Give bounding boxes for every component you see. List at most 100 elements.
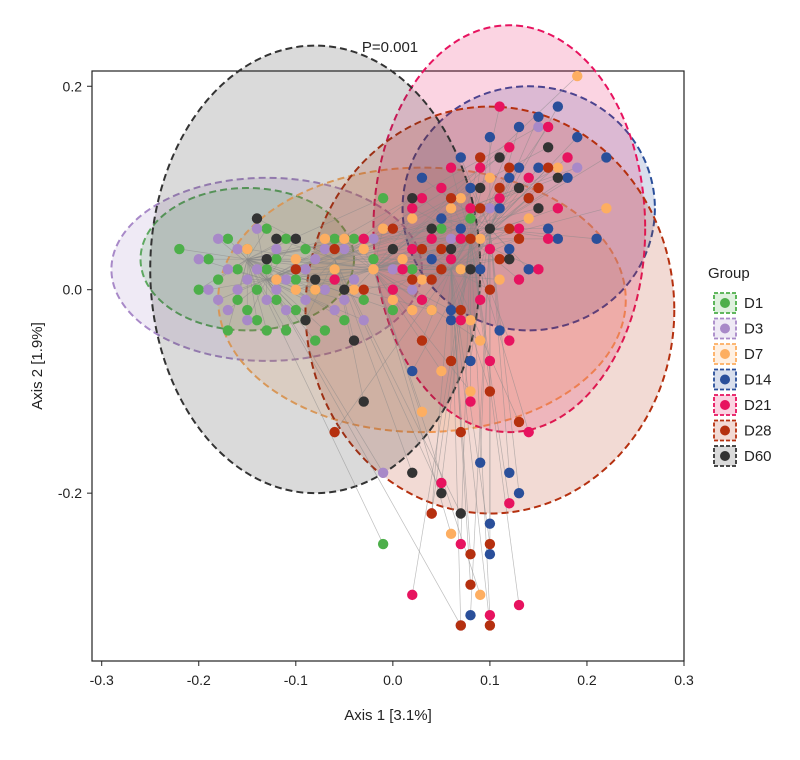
point-d7 <box>242 243 253 255</box>
point-d21 <box>523 426 534 438</box>
point-d21 <box>504 335 515 346</box>
point-d28 <box>426 508 437 519</box>
point-d28 <box>387 223 399 234</box>
point-d21 <box>465 203 476 214</box>
centroid-line-d21 <box>470 238 539 270</box>
centroid-line-d1 <box>198 258 248 291</box>
point-d21 <box>513 599 525 611</box>
point-d28 <box>329 426 340 438</box>
centroid-line-d60 <box>334 259 413 473</box>
point-d7 <box>445 528 457 540</box>
centroid-line-d21 <box>402 238 471 270</box>
point-d3 <box>212 294 224 306</box>
point-d28 <box>484 620 496 631</box>
centroid-line-d14 <box>489 228 520 494</box>
point-d21 <box>407 243 418 255</box>
centroid-line-d60 <box>334 259 462 514</box>
point-d14 <box>494 325 505 336</box>
point-d1 <box>193 284 204 295</box>
x-tick-label: 0.3 <box>674 672 694 688</box>
point-d1 <box>358 294 369 306</box>
point-d3 <box>572 162 583 173</box>
point-d21 <box>407 589 418 601</box>
centroid-line-d7 <box>373 269 481 341</box>
point-d28 <box>445 355 457 367</box>
point-d1 <box>348 233 360 245</box>
point-d1 <box>203 253 214 265</box>
x-tick-label: 0.2 <box>577 672 597 688</box>
point-d1 <box>319 325 331 336</box>
point-d14 <box>474 264 486 275</box>
legend-marker-d60 <box>720 451 730 461</box>
point-d60 <box>426 223 437 234</box>
point-d28 <box>484 538 496 550</box>
point-d1 <box>271 253 282 265</box>
legend-label-d60: D60 <box>744 448 772 465</box>
point-d60 <box>271 233 282 245</box>
point-d21 <box>445 162 457 173</box>
point-d60 <box>339 284 350 295</box>
centroid-line-d21 <box>470 167 481 239</box>
point-d7 <box>445 203 457 214</box>
point-d14 <box>513 487 525 499</box>
point-d28 <box>426 274 437 285</box>
point-d7 <box>455 192 466 204</box>
point-d1 <box>261 223 272 234</box>
point-d60 <box>455 508 466 519</box>
point-d7 <box>407 213 418 224</box>
point-d28 <box>465 579 476 590</box>
legend-label-d14: D14 <box>744 372 772 389</box>
point-d7 <box>271 274 282 285</box>
point-d14 <box>552 233 564 245</box>
point-d28 <box>416 335 428 346</box>
point-d14 <box>504 172 515 184</box>
point-d3 <box>271 284 282 295</box>
point-d7 <box>290 284 302 295</box>
point-d7 <box>465 386 476 397</box>
point-d7 <box>455 264 466 275</box>
point-d60 <box>387 243 399 255</box>
point-d3 <box>533 121 544 133</box>
point-d60 <box>542 142 554 153</box>
point-d3 <box>339 243 350 255</box>
point-d21 <box>484 355 496 367</box>
point-d21 <box>494 192 505 204</box>
point-d28 <box>465 548 476 560</box>
chart-title: P=0.001 <box>362 39 418 56</box>
point-d28 <box>329 243 340 255</box>
point-d1 <box>232 264 243 275</box>
point-d60 <box>552 172 564 184</box>
point-d60 <box>445 243 457 255</box>
point-d1 <box>387 304 399 316</box>
point-d14 <box>523 264 534 275</box>
point-d28 <box>542 162 554 173</box>
point-d7 <box>474 589 486 601</box>
point-d7 <box>397 253 408 265</box>
point-d21 <box>387 284 399 295</box>
point-d28 <box>455 304 466 316</box>
centroid-line-d3 <box>266 279 462 626</box>
point-d7 <box>310 284 321 295</box>
point-d7 <box>416 274 428 285</box>
point-d3 <box>251 264 263 275</box>
legend-marker-d3 <box>720 323 730 334</box>
point-d14 <box>465 610 476 621</box>
point-d28 <box>455 620 466 631</box>
point-d28 <box>290 264 302 275</box>
point-d60 <box>290 233 302 245</box>
point-d28 <box>504 223 515 234</box>
x-axis-label: Axis 1 [3.1%] <box>344 707 432 724</box>
point-d14 <box>484 518 496 529</box>
centroid-line-d7 <box>373 238 520 270</box>
point-d60 <box>494 152 505 163</box>
centroid-line-d3 <box>266 126 539 280</box>
point-d21 <box>445 253 457 265</box>
point-d7 <box>494 274 505 285</box>
point-d21 <box>484 610 496 621</box>
point-d14 <box>416 172 428 184</box>
centroid-line-d3 <box>266 248 277 280</box>
legend-title: Group <box>708 265 750 282</box>
point-d14 <box>455 223 466 234</box>
centroid-line-d1 <box>247 197 384 260</box>
point-d1 <box>174 243 185 255</box>
